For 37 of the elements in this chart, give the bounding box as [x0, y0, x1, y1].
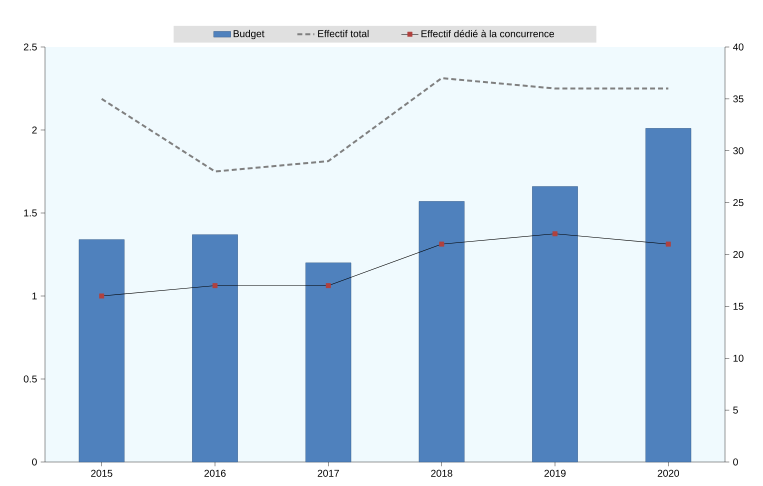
y2-tick-label: 40	[733, 43, 744, 51]
y-tick-label: 1.5	[24, 210, 37, 216]
y-tick-label: 2	[32, 126, 37, 134]
bar	[532, 186, 578, 462]
line-series	[100, 77, 670, 172]
y2-tick-label: 30	[733, 147, 744, 154]
x-tick-label: 2015	[91, 470, 112, 477]
legend-label: Budget	[234, 30, 264, 40]
legend-label: Effectif dédié à la concurrence	[421, 30, 554, 38]
point	[212, 283, 218, 288]
point	[552, 231, 558, 236]
bar	[192, 234, 238, 462]
bar	[418, 201, 465, 462]
x-tick-label: 2016	[204, 470, 226, 477]
bar	[645, 128, 692, 462]
y-tick-label: 0	[32, 458, 37, 466]
point	[99, 294, 104, 298]
x-tick-label: 2017	[318, 470, 339, 477]
y2-tick-label: 35	[733, 95, 744, 102]
y2-tick-label: 25	[733, 199, 744, 206]
y2-tick-label: 20	[733, 250, 744, 258]
y-tick-label: 2.5	[24, 43, 37, 51]
point	[439, 242, 444, 247]
x-tick-label: 2018	[431, 470, 452, 477]
y2-tick-label: 15	[734, 302, 744, 310]
bar	[305, 262, 352, 462]
legend-label: Effectif total	[318, 30, 369, 38]
y2-tick-label: 0	[733, 458, 738, 466]
y-tick-label: 1	[32, 292, 37, 300]
point	[666, 242, 671, 247]
bar	[78, 239, 125, 462]
y-tick-label: 0.5	[24, 375, 37, 383]
y2-tick-label: 5	[733, 406, 738, 414]
y2-tick-label: 10	[734, 354, 744, 362]
x-tick-label: 2019	[544, 470, 566, 477]
point	[326, 283, 331, 288]
x-tick-label: 2020	[658, 470, 680, 477]
